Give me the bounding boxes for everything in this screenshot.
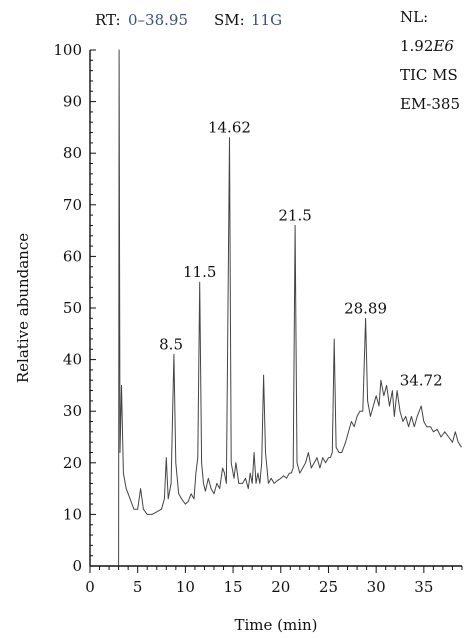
x-tick-label: 5 [133,578,143,596]
y-tick-label: 90 [63,93,82,111]
trace-group [118,49,462,567]
nl-mantissa: 1.92 [400,37,433,55]
ticks-group: 0 10 20 30 40 50 60 70 80 90 100 0 5 10 15 20 25 30 35 [53,41,463,596]
sm-label: SM: [214,11,245,29]
x-tick-label: 30 [367,578,386,596]
peak-labels-group: 8.5 11.5 14.62 21.5 28.89 34.72 [159,119,443,390]
peak-label: 34.72 [400,372,443,390]
peak-label: 28.89 [344,299,387,317]
y-tick-label: 50 [63,299,82,317]
sm-value: 11G [251,11,282,29]
nl-label: NL: [400,8,428,26]
tic-trace [118,49,462,567]
y-tick-label: 30 [63,402,82,420]
y-tick-label: 0 [72,557,82,575]
peak-label: 14.62 [208,119,251,137]
y-tick-label: 100 [53,41,82,59]
scan-type: TIC MS [400,66,458,84]
rt-label: RT: [95,11,121,29]
x-axis-title: Time (min) [234,616,317,634]
x-tick-label: 15 [224,578,243,596]
y-axis-title: Relative abundance [14,233,32,383]
y-tick-label: 70 [63,196,82,214]
y-tick-label: 60 [63,247,82,265]
peak-label: 21.5 [278,206,311,224]
y-tick-label: 20 [63,454,82,472]
rt-value: 0–38.95 [128,11,188,29]
x-tick-label: 25 [319,578,338,596]
peak-label: 8.5 [159,335,183,353]
x-tick-label: 0 [85,578,95,596]
y-tick-label: 40 [63,351,82,369]
nl-exponent: E6 [432,37,454,55]
peak-label: 11.5 [183,263,216,281]
sample-name: EM-385 [400,95,460,113]
x-tick-label: 35 [414,578,433,596]
nl-value: 1.92E6 [400,37,454,55]
y-tick-label: 80 [63,144,82,162]
x-tick-label: 20 [271,578,290,596]
y-tick-label: 10 [63,505,82,523]
x-tick-label: 10 [176,578,195,596]
